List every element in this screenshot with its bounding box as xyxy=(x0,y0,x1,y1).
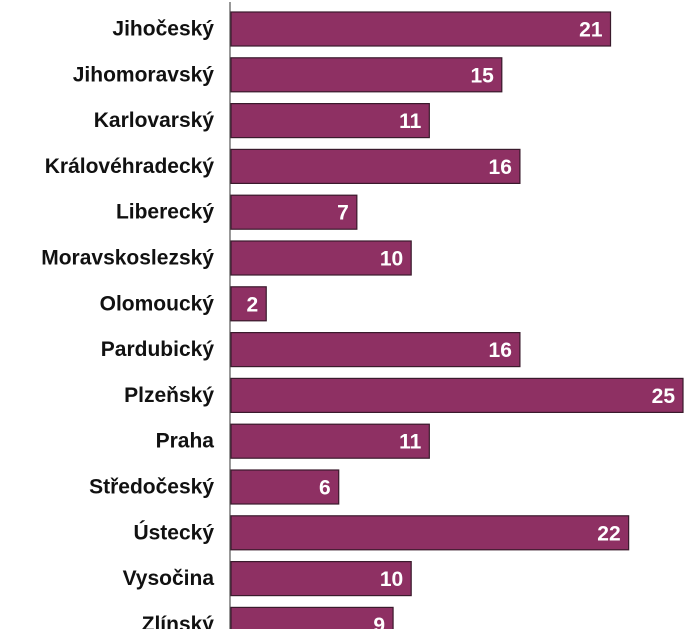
category-label-pardubicky: Pardubický xyxy=(101,338,215,361)
category-label-ustecky: Ústecký xyxy=(133,520,214,544)
category-label-moravskoslezsky: Moravskoslezský xyxy=(41,247,214,270)
data-label-moravskoslezsky: 10 xyxy=(380,248,403,271)
category-label-jihomoravsky: Jihomoravský xyxy=(73,63,215,86)
data-label-group: 21 15 11 16 7 10 2 16 25 11 6 22 10 9 xyxy=(247,19,676,629)
bar-plzensky xyxy=(230,377,684,413)
category-label-plzensky: Plzeňský xyxy=(124,384,214,407)
data-label-kralovehradecky: 16 xyxy=(489,156,512,179)
bar-ustecky xyxy=(230,515,630,551)
bar-kralovehradecky xyxy=(230,148,521,184)
bar-liberecky xyxy=(230,194,358,230)
bar-karlovarsky xyxy=(230,102,430,139)
category-label-jihocesky: Jihočeský xyxy=(112,18,214,41)
data-label-jihocesky: 21 xyxy=(579,19,603,42)
bar-vysocina xyxy=(230,560,412,597)
category-label-olomoucky: Olomoucký xyxy=(100,292,215,315)
data-label-karlovarsky: 11 xyxy=(399,110,422,133)
data-label-plzensky: 25 xyxy=(652,385,676,408)
category-label-liberecky: Liberecký xyxy=(116,201,214,224)
category-label-vysocina: Vysočina xyxy=(123,567,215,590)
category-label-zlinsky: Zlínský xyxy=(142,613,215,629)
bar-moravskoslezsky xyxy=(230,240,412,276)
category-label-praha: Praha xyxy=(156,430,215,453)
data-label-stredocesky: 6 xyxy=(319,477,331,500)
category-label-karlovarsky: Karlovarský xyxy=(94,109,215,132)
bar-group xyxy=(230,11,684,629)
category-label-stredocesky: Středočeský xyxy=(89,476,214,499)
data-label-pardubicky: 16 xyxy=(489,339,512,362)
data-label-liberecky: 7 xyxy=(337,202,349,225)
data-label-ustecky: 22 xyxy=(597,522,620,545)
data-label-olomoucky: 2 xyxy=(247,293,259,316)
bar-stredocesky xyxy=(230,469,340,505)
data-label-jihomoravsky: 15 xyxy=(470,64,494,87)
bar-pardubicky xyxy=(230,332,521,368)
category-label-group: Jihočeský Jihomoravský Karlovarský Královéh… xyxy=(41,18,214,629)
bar-zlinsky xyxy=(230,606,394,629)
bar-praha xyxy=(230,423,430,459)
bar-olomoucky xyxy=(230,286,267,322)
category-label-kralovehradecky: Královéhradecký xyxy=(45,155,215,178)
bar-jihocesky xyxy=(230,11,612,47)
data-label-praha: 11 xyxy=(399,431,422,454)
data-label-zlinsky: 9 xyxy=(373,614,385,629)
data-label-vysocina: 10 xyxy=(380,568,403,591)
bar-jihomoravsky xyxy=(230,57,503,93)
